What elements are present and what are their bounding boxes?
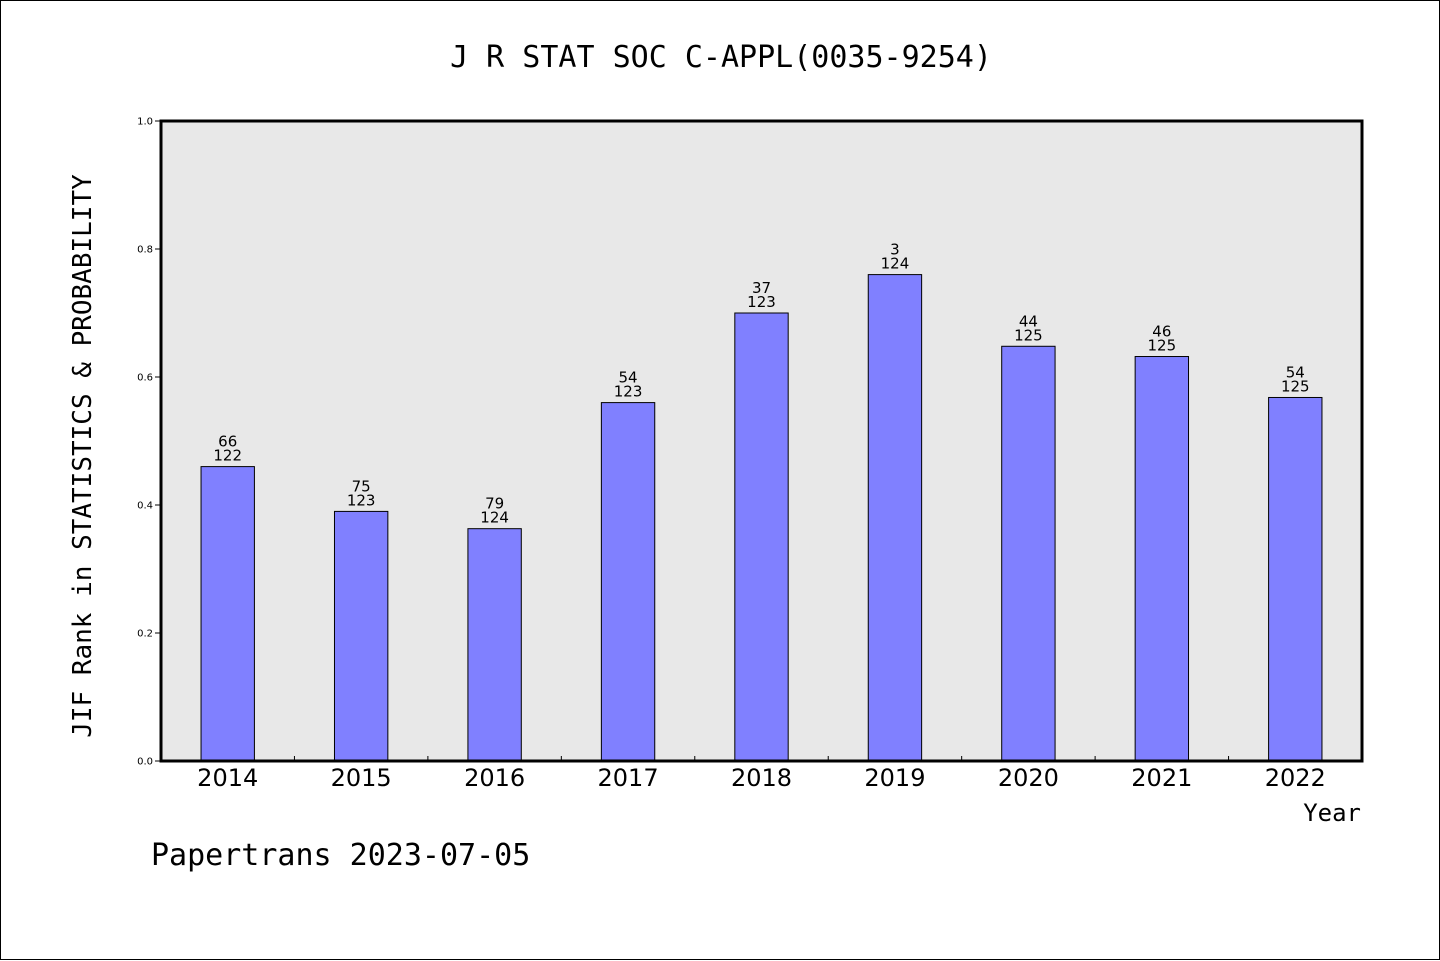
x-axis-ticks: 2014 2015 2016 2017 2018 2019 2020 2021 2022: [197, 756, 1326, 792]
bar-rank-label: 3: [890, 241, 900, 259]
y-tick-label: 0.0: [137, 757, 153, 768]
bar-rank-label: 66: [218, 433, 237, 451]
bar: [1001, 345, 1056, 762]
bar-rank-label: 54: [619, 369, 638, 387]
bar-rank-label: 46: [1152, 323, 1171, 341]
bar-rank-label: 79: [485, 495, 504, 513]
bar-total-label: 123: [747, 293, 776, 311]
bar: [734, 312, 789, 762]
bar: [333, 510, 389, 762]
bar-rank-label: 44: [1019, 312, 1038, 330]
bar-total-label: 124: [881, 255, 910, 273]
bar-rank-label: 75: [352, 477, 371, 495]
y-tick-label: 0.4: [137, 501, 153, 512]
x-tick-label: 2017: [598, 764, 659, 792]
y-tick-label: 1.0: [137, 117, 153, 128]
bar-group: [200, 274, 1323, 762]
x-tick-label: 2014: [197, 764, 258, 792]
y-tick-label: 0.8: [137, 245, 153, 256]
bar-total-label: 122: [213, 447, 242, 465]
plot-border: [159, 119, 1364, 763]
x-tick-label: 2021: [1131, 764, 1192, 792]
x-tick-label: 2016: [464, 764, 525, 792]
bar: [600, 402, 656, 762]
bar: [1134, 356, 1190, 762]
bar-total-label: 125: [1281, 377, 1310, 395]
x-tick-label: 2020: [998, 764, 1059, 792]
x-tick-label: 2015: [331, 764, 392, 792]
x-tick-label: 2018: [731, 764, 792, 792]
bar-total-label: 125: [1014, 326, 1043, 344]
bar-total-label: 124: [480, 509, 509, 527]
x-tick-label: 2019: [864, 764, 925, 792]
footer-credit: Papertrans 2023-07-05: [151, 838, 530, 873]
y-axis-label: JIF Rank in STATISTICS & PROBABILITY: [68, 174, 98, 738]
x-axis-label: Year: [1303, 799, 1361, 827]
x-tick-label: 2022: [1265, 764, 1326, 792]
y-tick-label: 0.6: [137, 373, 153, 384]
chart-title: J R STAT SOC C-APPL(0035-9254): [450, 40, 992, 75]
bar: [200, 466, 255, 762]
bar: [467, 528, 522, 762]
y-tick-label: 0.2: [137, 629, 153, 640]
bar: [1268, 396, 1323, 762]
bar-total-label: 125: [1148, 337, 1177, 355]
bar: [867, 274, 923, 762]
bar-total-label: 123: [347, 491, 376, 509]
bar-total-label: 123: [614, 383, 643, 401]
y-axis-ticks: 0.0 0.2 0.4 0.6 0.8 1.0: [137, 117, 161, 768]
bar-rank-label: 37: [752, 279, 771, 297]
bar-rank-label: 54: [1286, 363, 1305, 381]
